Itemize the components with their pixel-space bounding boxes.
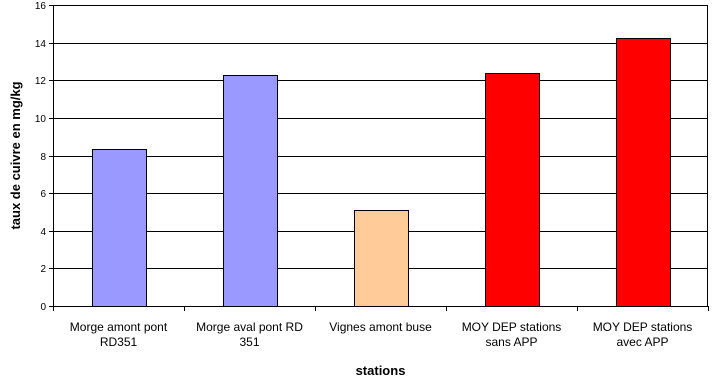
bar-4 xyxy=(485,73,540,307)
y-tick-label: 4 xyxy=(40,227,46,238)
x-category-label-line: 351 xyxy=(239,335,259,349)
bar-1 xyxy=(92,149,147,307)
y-tick-label: 12 xyxy=(35,76,47,87)
bar-2 xyxy=(223,75,278,307)
bars xyxy=(92,38,671,307)
y-tick-label: 14 xyxy=(35,39,47,50)
x-category-label-line: Vignes amont buse xyxy=(329,320,432,334)
axes xyxy=(49,5,709,311)
bar-5 xyxy=(616,38,671,307)
x-category-label: Vignes amont buse xyxy=(329,320,432,334)
bar-3 xyxy=(354,210,409,307)
x-category-label-line: sans APP xyxy=(485,335,537,349)
x-category-label-line: avec APP xyxy=(616,335,668,349)
y-tick-label: 16 xyxy=(35,1,47,12)
x-category-label-line: Morge aval pont RD xyxy=(196,320,303,334)
x-category-label: MOY DEP stations sans APP xyxy=(462,320,562,349)
y-tick-label: 10 xyxy=(35,114,47,125)
x-category-label: Morge aval pont RD 351 xyxy=(196,320,303,349)
y-tick-label: 8 xyxy=(40,152,46,163)
x-category-labels: Morge amont pont RD351 Morge aval pont RD 3… xyxy=(70,320,693,349)
x-axis-title: stations xyxy=(356,363,406,378)
y-tick-label: 0 xyxy=(40,302,46,313)
x-category-label-line: RD351 xyxy=(100,335,138,349)
x-category-label-line: MOY DEP stations xyxy=(593,320,693,334)
x-category-label-line: MOY DEP stations xyxy=(462,320,562,334)
y-axis-title: taux de cuivre en mg/kg xyxy=(8,81,23,229)
x-category-label: MOY DEP stations avec APP xyxy=(593,320,693,349)
x-category-label: Morge amont pont RD351 xyxy=(70,320,168,349)
gridlines xyxy=(53,5,708,269)
y-tick-labels: 0 2 4 6 8 10 12 14 16 xyxy=(35,1,47,313)
y-tick-label: 6 xyxy=(40,189,46,200)
x-category-label-line: Morge amont pont xyxy=(70,320,168,334)
y-tick-label: 2 xyxy=(40,264,46,275)
